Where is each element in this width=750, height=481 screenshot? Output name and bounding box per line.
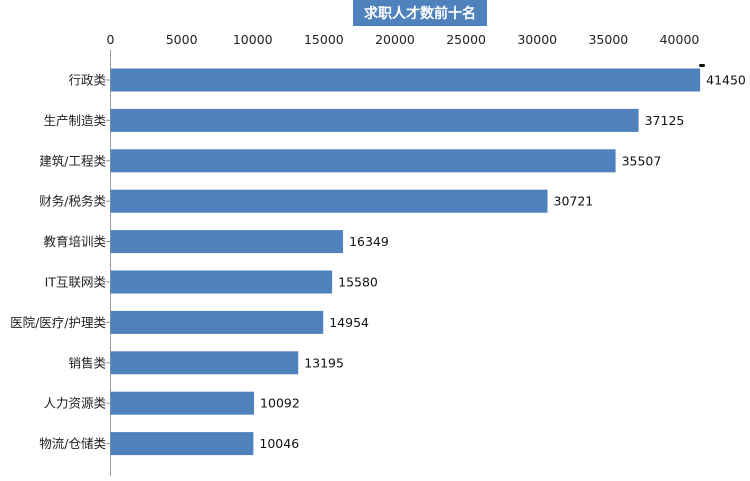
data-label: 30721 xyxy=(554,194,594,209)
data-labels: 41450 37125 35507 30721 16349 15580 14954 13195… xyxy=(259,73,746,452)
x-tick-label: 10000 xyxy=(233,32,273,47)
x-tick-label: 40000 xyxy=(660,32,700,47)
category-label: 物流/仓储类 xyxy=(39,436,106,451)
chart-title: 求职人才数前十名 xyxy=(353,0,487,26)
chart-title-background xyxy=(353,0,487,26)
x-axis-ticks: 0 5000 10000 15000 20000 25000 30000 35000 40000 xyxy=(107,32,700,47)
category-label: 财务/税务类 xyxy=(39,194,106,209)
category-label: 销售类 xyxy=(68,355,106,370)
bar xyxy=(110,230,344,254)
category-label: 行政类 xyxy=(68,73,106,88)
chart-title-text: 求职人才数前十名 xyxy=(364,5,476,22)
category-label: 生产制造类 xyxy=(43,113,106,128)
x-tick-label: 35000 xyxy=(588,32,628,47)
bar xyxy=(110,310,324,334)
x-tick-label: 30000 xyxy=(517,32,557,47)
bar xyxy=(110,108,639,132)
data-label: 15580 xyxy=(338,275,378,290)
bar xyxy=(110,149,616,173)
data-label: 10092 xyxy=(260,396,300,411)
data-label: 16349 xyxy=(349,234,389,249)
category-label: 建筑/工程类 xyxy=(39,153,106,168)
category-label: IT互联网类 xyxy=(45,275,107,290)
bar xyxy=(110,351,299,375)
data-label: 37125 xyxy=(645,113,685,128)
bar xyxy=(110,391,255,415)
data-label: 35507 xyxy=(622,153,662,168)
category-label: 医院/医疗/护理类 xyxy=(10,315,106,330)
x-tick-label: 0 xyxy=(107,32,115,47)
data-label: 13195 xyxy=(304,355,344,370)
x-tick-label: 5000 xyxy=(166,32,198,47)
scroll-marker xyxy=(699,64,705,67)
category-label: 人力资源类 xyxy=(43,396,106,411)
bar xyxy=(110,432,254,456)
bar xyxy=(110,68,701,92)
bar xyxy=(110,189,548,213)
x-tick-label: 20000 xyxy=(375,32,415,47)
data-label: 41450 xyxy=(706,73,746,88)
bar xyxy=(110,270,333,294)
data-label: 14954 xyxy=(329,315,369,330)
category-label: 教育培训类 xyxy=(43,234,106,249)
bars xyxy=(110,68,701,456)
x-tick-label: 25000 xyxy=(446,32,486,47)
x-tick-label: 15000 xyxy=(304,32,344,47)
data-label: 10046 xyxy=(259,436,299,451)
